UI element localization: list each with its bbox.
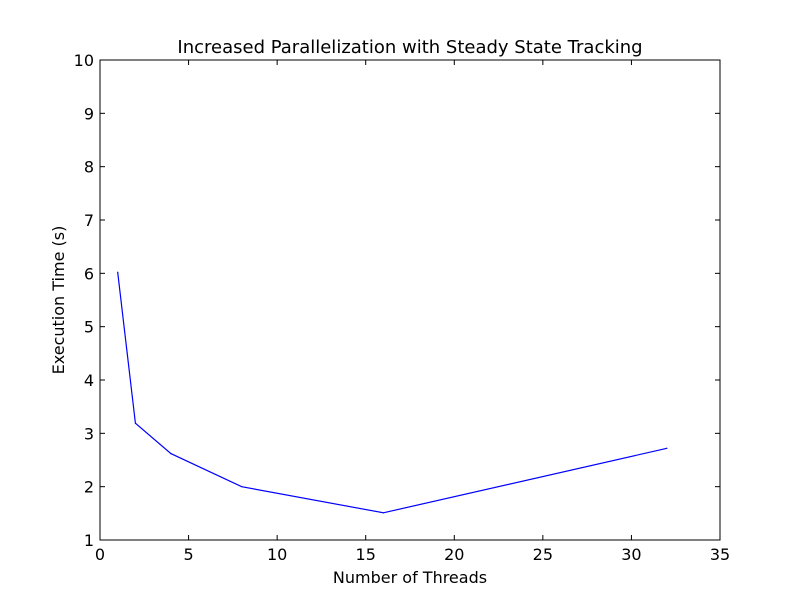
y-tick-label: 3	[84, 424, 94, 443]
plot-frame	[99, 59, 721, 541]
data-point	[170, 453, 172, 455]
series-layer	[117, 271, 668, 514]
y-tick-label: 8	[84, 158, 94, 177]
x-axis-label: Number of Threads	[333, 568, 487, 587]
y-tick-label: 4	[84, 371, 94, 390]
y-tick-label: 1	[84, 531, 94, 550]
y-tick-label: 9	[84, 104, 94, 123]
data-point	[117, 271, 119, 273]
y-tick-label: 10	[74, 51, 94, 70]
x-tick-label: 20	[444, 545, 464, 564]
x-axis: 0 5 10 15 20 25 30 35	[95, 60, 730, 564]
x-tick-label: 35	[710, 545, 730, 564]
x-tick-label: 30	[621, 545, 641, 564]
y-tick-label: 2	[84, 478, 94, 497]
x-tick-label: 5	[183, 545, 193, 564]
y-tick-label: 7	[84, 211, 94, 230]
data-point	[382, 512, 385, 514]
chart-title: Increased Parallelization with Steady St…	[177, 37, 642, 58]
y-axis-label: Execution Time (s)	[49, 226, 68, 375]
x-tick-label: 0	[95, 545, 105, 564]
data-point	[666, 447, 668, 449]
y-axis: 1 2 3 4 5 6 7 8 9 10	[74, 51, 720, 550]
data-point	[241, 486, 243, 488]
plot-area	[99, 59, 721, 541]
x-tick-label: 15	[356, 545, 376, 564]
y-tick-label: 5	[84, 318, 94, 337]
x-tick-label: 25	[533, 545, 553, 564]
y-tick-label: 6	[84, 264, 94, 283]
data-point	[134, 422, 137, 424]
x-tick-label: 10	[267, 545, 287, 564]
series-line	[117, 272, 668, 514]
